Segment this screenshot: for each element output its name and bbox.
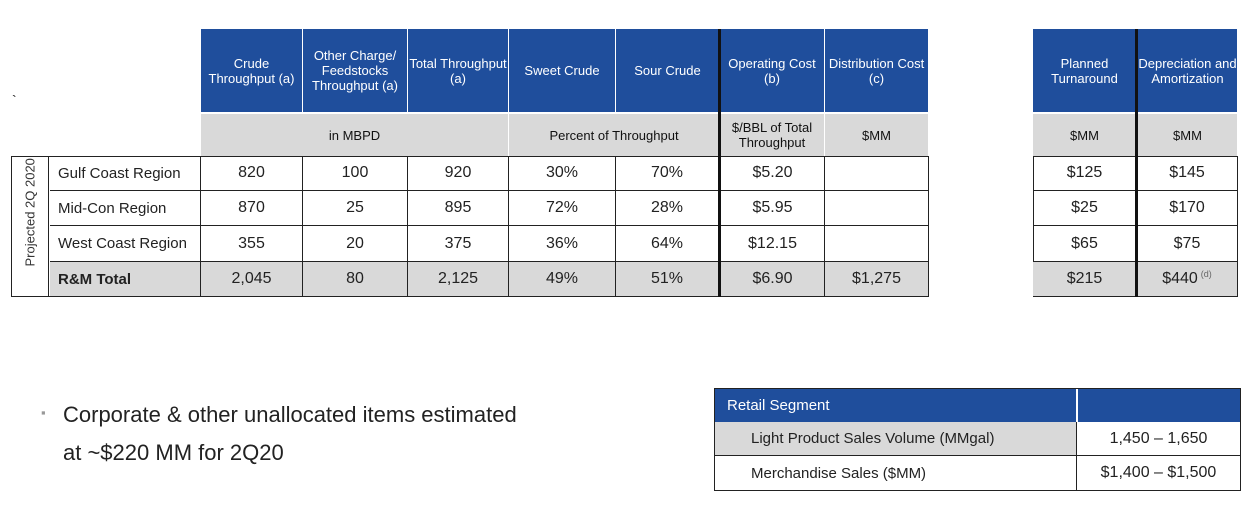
- bullet-line-2: at ~$220 MM for 2Q20: [63, 440, 284, 465]
- bullet-line-1: Corporate & other unallocated items esti…: [63, 402, 517, 427]
- table-cell: $125: [1033, 156, 1137, 191]
- table-cell: [825, 156, 929, 191]
- table-cell: 36%: [509, 226, 616, 262]
- depreciation-divider: [1135, 29, 1138, 297]
- table-cell: 100: [303, 156, 408, 191]
- table-cell: 72%: [509, 191, 616, 226]
- projected-side-label: Projected 2Q 2020: [22, 158, 37, 267]
- subheader-depreciation-mm: $MM: [1138, 114, 1237, 156]
- subheader-per-bbl: $/BBL of Total Throughput: [720, 114, 824, 156]
- table-cell: $5.20: [721, 156, 825, 191]
- subheader-turnaround-mm: $MM: [1033, 114, 1136, 156]
- header-planned-turnaround: Planned Turnaround: [1033, 29, 1136, 112]
- header-operating-cost: Operating Cost (b): [720, 29, 824, 112]
- table-cell: 25: [303, 191, 408, 226]
- subheader-mbpd: in MBPD: [201, 114, 508, 156]
- subheader-mm: $MM: [825, 114, 928, 156]
- header-sour-crude: Sour Crude: [616, 29, 719, 112]
- table-cell: 895: [408, 191, 509, 226]
- table-cell: 820: [201, 156, 303, 191]
- depreciation-total-cell: $440 (d): [1137, 262, 1238, 297]
- retail-title: Retail Segment: [715, 389, 1076, 422]
- subheader-percent: Percent of Throughput: [509, 114, 719, 156]
- table-cell: $170: [1137, 191, 1238, 226]
- header-crude-throughput: Crude Throughput (a): [201, 29, 302, 112]
- table-cell: 355: [201, 226, 303, 262]
- retail-header-divider: [1076, 389, 1078, 422]
- retail-table: [714, 388, 1241, 491]
- table-cell: 20: [303, 226, 408, 262]
- header-depreciation: Depreciation and Amortization: [1138, 29, 1237, 112]
- depreciation-total-value: $440: [1162, 270, 1198, 287]
- table-cell: $5.95: [721, 191, 825, 226]
- header-total-throughput: Total Throughput (a): [408, 29, 508, 112]
- table-cell: [825, 226, 929, 262]
- table-cell: 51%: [616, 262, 719, 297]
- footnote-d: (d): [1200, 269, 1212, 279]
- table-cell: 870: [201, 191, 303, 226]
- table-cell: [825, 191, 929, 226]
- table-cell: $6.90: [721, 262, 825, 297]
- table-cell: $215: [1033, 262, 1137, 297]
- table-cell: 2,045: [201, 262, 303, 297]
- retail-header-blank: [1078, 389, 1240, 422]
- table-cell: 375: [408, 226, 509, 262]
- row-label-rm-total: R&M Total: [50, 262, 201, 297]
- retail-row-value: 1,450 – 1,650: [1077, 422, 1240, 456]
- table-cell: 70%: [616, 156, 719, 191]
- table-cell: $12.15: [721, 226, 825, 262]
- bullet-marker: ▪: [41, 405, 46, 420]
- header-distribution-cost: Distribution Cost (c): [825, 29, 928, 112]
- retail-row-label: Merchandise Sales ($MM): [715, 456, 1077, 490]
- table-cell: 920: [408, 156, 509, 191]
- header-sweet-crude: Sweet Crude: [509, 29, 615, 112]
- table-cell: $25: [1033, 191, 1137, 226]
- operating-cost-divider-body: [718, 156, 721, 297]
- header-other-charge: Other Charge/ Feedstocks Throughput (a): [303, 29, 407, 112]
- table-cell: $65: [1033, 226, 1137, 262]
- table-cell: 30%: [509, 156, 616, 191]
- table-cell: $75: [1137, 226, 1238, 262]
- table-cell: 49%: [509, 262, 616, 297]
- table-cell: $1,275: [825, 262, 929, 297]
- table-cell: 2,125: [408, 262, 509, 297]
- stray-mark: `: [12, 92, 17, 108]
- table-cell: $145: [1137, 156, 1238, 191]
- projected-side-label-cell: Projected 2Q 2020: [11, 156, 49, 297]
- retail-row-value: $1,400 – $1,500: [1100, 464, 1217, 481]
- row-label-mid-con: Mid-Con Region: [50, 191, 201, 226]
- row-label-gulf-coast: Gulf Coast Region: [50, 156, 201, 191]
- table-cell: 64%: [616, 226, 719, 262]
- table-cell: 28%: [616, 191, 719, 226]
- retail-row-label: Light Product Sales Volume (MMgal): [715, 422, 1077, 456]
- table-cell: 80: [303, 262, 408, 297]
- row-label-west-coast: West Coast Region: [50, 226, 201, 262]
